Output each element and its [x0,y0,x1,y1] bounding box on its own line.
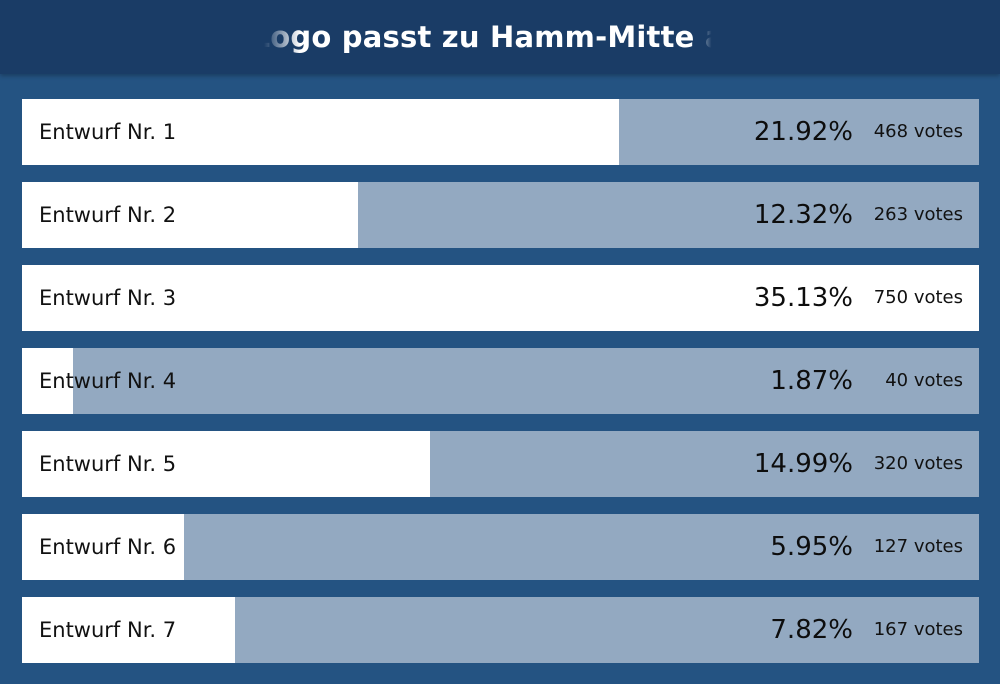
result-bar [22,182,358,248]
poll-option-row: Entwurf Nr. 6 5.95% 127 votes [22,514,979,580]
poll-option-row: Entwurf Nr. 2 12.32% 263 votes [22,182,979,248]
percent-label: 5.95% [770,532,853,562]
option-label: Entwurf Nr. 6 [39,535,177,559]
result-bar [22,99,620,165]
vote-count-label: 167 votes [873,619,963,640]
vote-count-label: 40 votes [885,370,963,391]
percent-label: 1.87% [770,366,853,396]
option-label: Entwurf Nr. 4 [39,369,177,393]
poll-option-row: Entwurf Nr. 3 35.13% 750 votes [22,265,979,331]
header-fade-left [0,0,300,74]
option-label: Entwurf Nr. 2 [39,203,177,227]
vote-count-label: 750 votes [873,287,963,308]
vote-count-label: 263 votes [873,204,963,225]
poll-option-row: Entwurf Nr. 7 7.82% 167 votes [22,597,979,663]
result-bar [22,431,431,497]
result-bar [22,348,73,414]
poll-results: Entwurf Nr. 1 21.92% 468 votes Entwurf Nr. … [22,99,979,680]
poll-option-row: Entwurf Nr. 1 21.92% 468 votes [22,99,979,165]
percent-label: 21.92% [753,117,853,147]
poll-header: Welches Logo passt zu Hamm-Mitte am best… [0,0,1000,74]
header-fade-right [693,0,1000,74]
option-label: Entwurf Nr. 7 [39,618,177,642]
result-bar [22,597,236,663]
percent-label: 35.13% [753,283,853,313]
poll-option-row: Entwurf Nr. 5 14.99% 320 votes [22,431,979,497]
option-label: Entwurf Nr. 3 [39,286,177,310]
percent-label: 14.99% [753,449,853,479]
vote-count-label: 127 votes [873,536,963,557]
result-bar [22,265,979,331]
poll-option-row: Entwurf Nr. 4 1.87% 40 votes [22,348,979,414]
option-label: Entwurf Nr. 1 [39,120,177,144]
percent-label: 7.82% [770,615,853,645]
option-label: Entwurf Nr. 5 [39,452,177,476]
vote-count-label: 468 votes [873,121,963,142]
percent-label: 12.32% [753,200,853,230]
result-bar [22,514,185,580]
vote-count-label: 320 votes [873,453,963,474]
